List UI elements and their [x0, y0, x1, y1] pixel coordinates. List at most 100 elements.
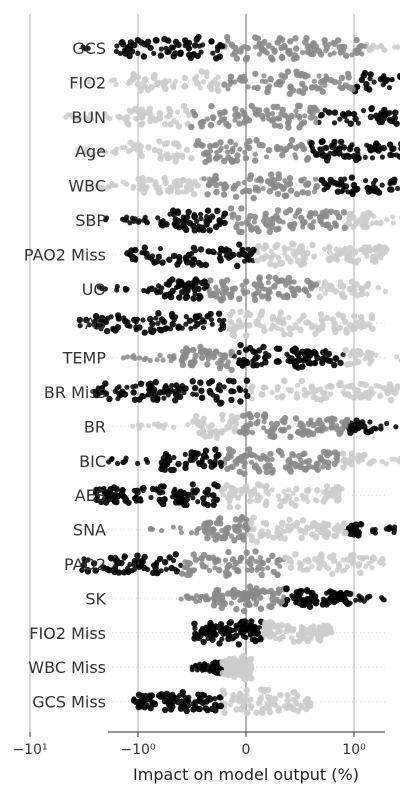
data-point: [167, 354, 172, 359]
data-point: [293, 108, 298, 113]
data-point: [300, 517, 306, 523]
data-point: [255, 493, 261, 499]
data-point: [395, 186, 400, 191]
data-point: [368, 71, 374, 77]
data-point: [318, 112, 324, 118]
data-point: [369, 221, 374, 226]
data-point: [228, 397, 234, 403]
data-point: [190, 295, 196, 301]
data-point: [391, 220, 396, 225]
data-point: [263, 520, 269, 526]
data-point: [247, 176, 253, 182]
data-point: [357, 570, 363, 576]
data-point: [294, 520, 300, 526]
data-point: [275, 207, 281, 213]
data-point: [324, 184, 330, 190]
data-point: [204, 707, 210, 713]
data-point: [331, 461, 337, 467]
data-point: [322, 37, 328, 43]
data-point: [302, 392, 308, 398]
data-point: [245, 45, 251, 51]
data-point: [141, 554, 147, 560]
data-point: [158, 353, 163, 358]
data-point: [208, 81, 214, 87]
data-point: [173, 551, 179, 557]
data-point: [158, 246, 163, 251]
data-point: [374, 426, 379, 431]
data-point: [212, 696, 217, 701]
feature-label: AS: [85, 314, 106, 333]
data-point: [200, 563, 206, 569]
data-point: [194, 80, 200, 86]
data-point: [247, 498, 253, 504]
data-point: [153, 379, 159, 385]
data-point: [225, 549, 231, 555]
data-point: [184, 708, 190, 714]
data-point: [224, 34, 230, 40]
data-point: [296, 88, 302, 94]
data-point: [380, 155, 385, 160]
data-point: [361, 108, 366, 113]
data-point: [157, 155, 163, 161]
data-point: [348, 524, 354, 530]
feature-label: FIO2 Miss: [29, 624, 106, 643]
data-point: [232, 50, 238, 56]
data-point: [228, 349, 234, 355]
data-point: [325, 221, 331, 227]
data-point: [258, 456, 264, 462]
data-point: [198, 388, 204, 394]
data-point: [255, 243, 261, 249]
feature-swarm: [190, 653, 255, 683]
data-point: [209, 422, 215, 428]
data-point: [188, 452, 194, 458]
data-point: [223, 285, 229, 291]
data-point: [367, 460, 373, 466]
data-point: [248, 520, 254, 526]
data-point: [353, 157, 359, 163]
data-point: [77, 317, 83, 323]
data-point: [302, 529, 308, 535]
data-point: [262, 355, 268, 361]
data-point: [217, 53, 223, 59]
data-point: [375, 221, 380, 226]
data-point: [259, 308, 265, 314]
data-point: [375, 147, 381, 153]
data-point: [283, 586, 289, 592]
data-point: [314, 183, 320, 189]
data-point: [145, 220, 150, 225]
data-point: [243, 635, 248, 640]
data-point: [318, 551, 324, 557]
data-point: [135, 37, 141, 43]
data-point: [132, 495, 138, 501]
data-point: [362, 70, 368, 76]
data-point: [243, 425, 249, 431]
data-point: [300, 313, 306, 319]
data-point: [233, 623, 239, 629]
data-point: [221, 691, 227, 697]
data-point: [319, 360, 325, 366]
data-point: [268, 255, 274, 261]
data-point: [319, 177, 325, 183]
feature-label: GCS Miss: [32, 693, 106, 712]
data-point: [293, 155, 298, 160]
data-point: [146, 288, 151, 293]
data-point: [248, 492, 254, 498]
data-point: [212, 446, 218, 452]
data-point: [344, 557, 350, 563]
data-point: [359, 394, 365, 400]
data-point: [236, 318, 242, 324]
feature-label: WBC: [68, 177, 106, 196]
data-point: [239, 515, 245, 521]
data-point: [363, 155, 368, 160]
data-point: [252, 548, 258, 554]
data-point: [320, 601, 326, 607]
data-point: [363, 382, 369, 388]
data-point: [278, 72, 284, 78]
data-point: [214, 587, 220, 593]
data-point: [340, 451, 346, 457]
data-point: [349, 174, 355, 180]
data-point: [164, 152, 170, 158]
data-point: [355, 387, 361, 393]
data-point: [243, 483, 249, 489]
data-point: [303, 319, 309, 325]
